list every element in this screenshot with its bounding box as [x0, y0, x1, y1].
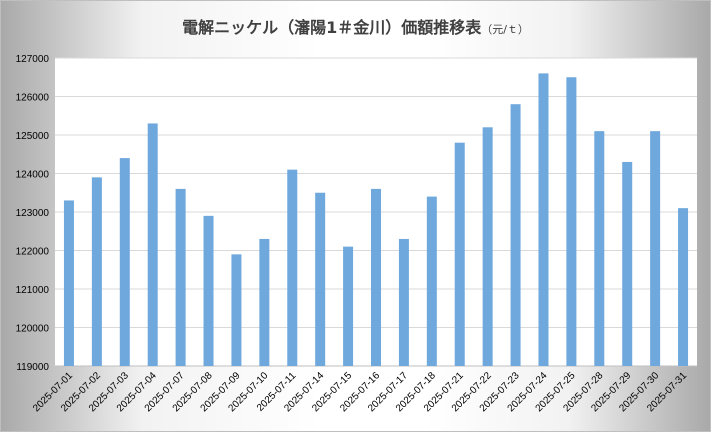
bar	[175, 188, 186, 366]
bar	[203, 215, 214, 366]
bar	[538, 73, 549, 367]
bar	[678, 208, 689, 366]
bar	[398, 238, 409, 366]
y-tick-label: 127000	[16, 54, 50, 65]
y-tick-label: 126000	[16, 93, 50, 104]
y-tick-label: 120000	[16, 324, 50, 335]
bar	[259, 238, 270, 366]
bar	[315, 192, 326, 366]
bar	[91, 177, 102, 366]
y-tick-label: 125000	[16, 131, 50, 142]
chart-title-unit: （元/ｔ）	[481, 23, 529, 36]
bar	[566, 77, 577, 366]
chart-title-text: 電解ニッケル（瀋陽1＃金川）価額推移表	[182, 18, 482, 37]
bar	[650, 131, 661, 366]
x-axis-ticks: 2025-07-012025-07-022025-07-032025-07-04…	[31, 370, 689, 414]
bar	[482, 127, 493, 366]
chart-title: 電解ニッケル（瀋陽1＃金川）価額推移表（元/ｔ）	[0, 14, 711, 38]
y-tick-label: 119000	[16, 362, 49, 373]
y-tick-label: 124000	[16, 170, 50, 181]
bar	[147, 123, 158, 366]
bar	[63, 200, 74, 366]
y-tick-label: 123000	[16, 208, 50, 219]
y-tick-label: 121000	[16, 285, 50, 296]
bar	[454, 142, 465, 366]
bar	[287, 169, 298, 366]
bar	[371, 188, 381, 366]
y-tick-label: 122000	[16, 247, 50, 258]
bar	[119, 158, 130, 366]
bar	[510, 104, 521, 366]
bar	[426, 196, 437, 366]
bar	[231, 254, 242, 366]
bar	[343, 246, 354, 366]
bar	[622, 161, 633, 366]
bar	[594, 131, 605, 366]
bar-layer	[63, 73, 689, 367]
y-axis-ticks: 119000 120000 121000 122000 123000 124000 1250…	[16, 54, 50, 373]
